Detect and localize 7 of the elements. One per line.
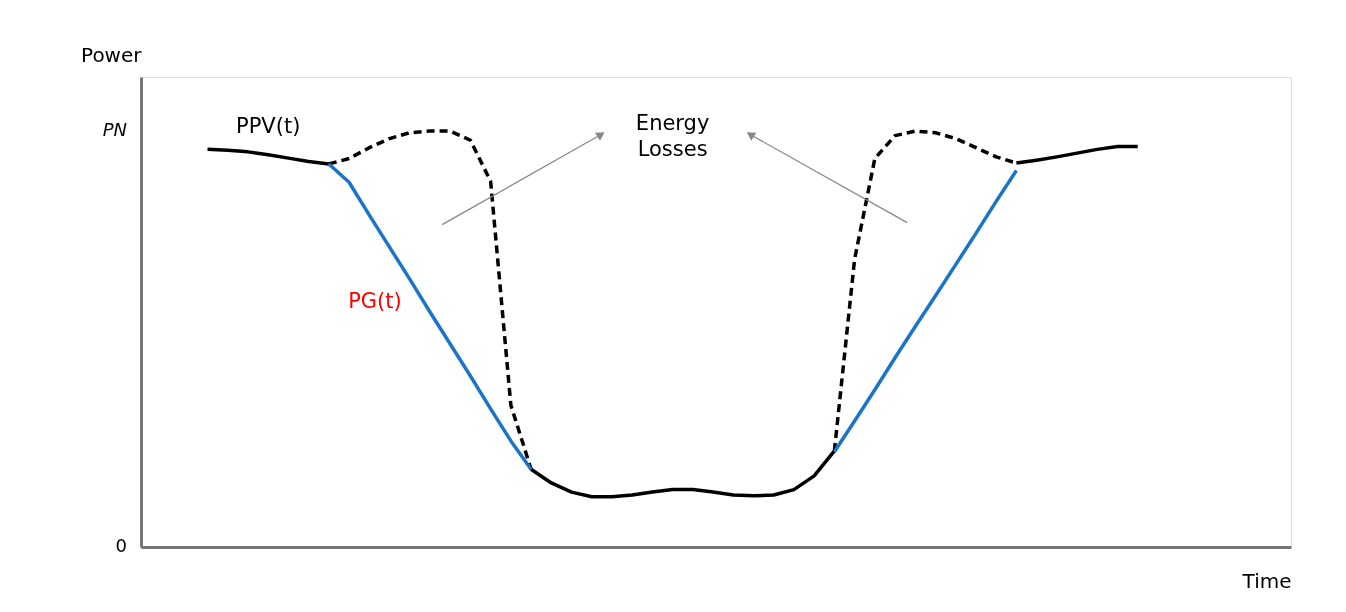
text: 0 (115, 535, 127, 556)
y-axis-title: Power (81, 42, 143, 67)
x-axis-title: Time (1241, 568, 1292, 593)
series-label: PG(t) (348, 289, 402, 313)
text: PN (102, 119, 127, 141)
series-label: PPV(t) (236, 113, 301, 138)
annotation: Energy Losses (635, 111, 710, 161)
